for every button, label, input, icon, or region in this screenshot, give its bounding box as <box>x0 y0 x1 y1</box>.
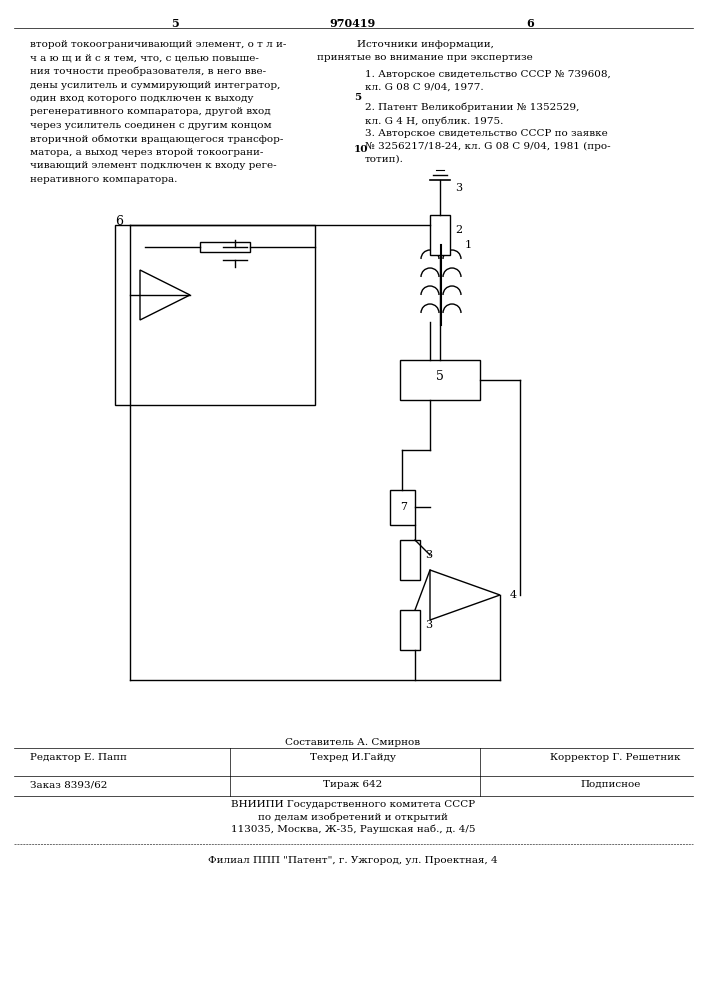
Text: Корректор Г. Решетник: Корректор Г. Решетник <box>549 753 680 762</box>
Text: кл. G 4 Н, опублик. 1975.: кл. G 4 Н, опублик. 1975. <box>365 116 503 125</box>
Text: Техред И.Гайду: Техред И.Гайду <box>310 753 396 762</box>
Text: Составитель А. Смирнов: Составитель А. Смирнов <box>286 738 421 747</box>
Text: 113035, Москва, Ж-35, Раушская наб., д. 4/5: 113035, Москва, Ж-35, Раушская наб., д. … <box>230 824 475 834</box>
Text: 970419: 970419 <box>330 18 376 29</box>
Bar <box>115 225 315 405</box>
Text: тотип).: тотип). <box>365 155 404 164</box>
Text: по делам изобретений и открытий: по делам изобретений и открытий <box>258 812 448 822</box>
Text: 5: 5 <box>171 18 179 29</box>
Text: 7: 7 <box>400 502 407 512</box>
Text: 1. Авторское свидетельство СССР № 739608,: 1. Авторское свидетельство СССР № 739608… <box>365 70 611 79</box>
Text: один вход которого подключен к выходу: один вход которого подключен к выходу <box>30 94 254 103</box>
Text: 5: 5 <box>354 93 361 102</box>
Text: 3. Авторское свидетельство СССР по заявке: 3. Авторское свидетельство СССР по заявк… <box>365 129 608 138</box>
Bar <box>400 360 480 400</box>
Text: Подписное: Подписное <box>580 780 641 789</box>
Text: 6: 6 <box>115 215 123 228</box>
Text: 3: 3 <box>425 620 432 630</box>
Bar <box>430 215 450 255</box>
Bar <box>400 610 420 650</box>
Bar <box>390 490 415 525</box>
Text: Заказ 8393/62: Заказ 8393/62 <box>30 780 107 789</box>
Text: дены усилитель и суммирующий интегратор,: дены усилитель и суммирующий интегратор, <box>30 81 281 90</box>
Text: 3: 3 <box>455 183 462 193</box>
Text: регенеративного компаратора, другой вход: регенеративного компаратора, другой вход <box>30 107 271 116</box>
Text: второй токоограничивающий элемент, о т л и-: второй токоограничивающий элемент, о т л… <box>30 40 286 49</box>
Text: матора, а выход через второй токоограни-: матора, а выход через второй токоограни- <box>30 148 264 157</box>
Text: вторичной обмотки вращающегося трансфор-: вторичной обмотки вращающегося трансфор- <box>30 134 284 144</box>
Bar <box>200 242 250 252</box>
Text: 2. Патент Великобритании № 1352529,: 2. Патент Великобритании № 1352529, <box>365 103 579 112</box>
Text: кл. G 08 С 9/04, 1977.: кл. G 08 С 9/04, 1977. <box>365 83 484 92</box>
Bar <box>400 540 420 580</box>
Text: 5: 5 <box>436 369 444 382</box>
Text: Тираж 642: Тираж 642 <box>323 780 382 789</box>
Text: 3: 3 <box>425 550 432 560</box>
Text: принятые во внимание при экспертизе: принятые во внимание при экспертизе <box>317 53 533 62</box>
Text: через усилитель соединен с другим концом: через усилитель соединен с другим концом <box>30 121 271 130</box>
Text: 4: 4 <box>510 590 517 600</box>
Text: Источники информации,: Источники информации, <box>356 40 493 49</box>
Text: 10: 10 <box>354 145 368 154</box>
Text: неративного компаратора.: неративного компаратора. <box>30 175 177 184</box>
Text: чивающий элемент подключен к входу реге-: чивающий элемент подключен к входу реге- <box>30 161 276 170</box>
Text: Филиал ППП "Патент", г. Ужгород, ул. Проектная, 4: Филиал ППП "Патент", г. Ужгород, ул. Про… <box>208 856 498 865</box>
Text: 6: 6 <box>526 18 534 29</box>
Text: 1: 1 <box>465 240 472 250</box>
Text: № 3256217/18-24, кл. G 08 С 9/04, 1981 (про-: № 3256217/18-24, кл. G 08 С 9/04, 1981 (… <box>365 142 611 151</box>
Text: ВНИИПИ Государственного комитета СССР: ВНИИПИ Государственного комитета СССР <box>231 800 475 809</box>
Text: ния точности преобразователя, в него вве-: ния точности преобразователя, в него вве… <box>30 67 266 77</box>
Text: ч а ю щ и й с я тем, что, с целью повыше-: ч а ю щ и й с я тем, что, с целью повыше… <box>30 53 259 62</box>
Text: 2: 2 <box>455 225 462 235</box>
Text: Редактор Е. Папп: Редактор Е. Папп <box>30 753 127 762</box>
